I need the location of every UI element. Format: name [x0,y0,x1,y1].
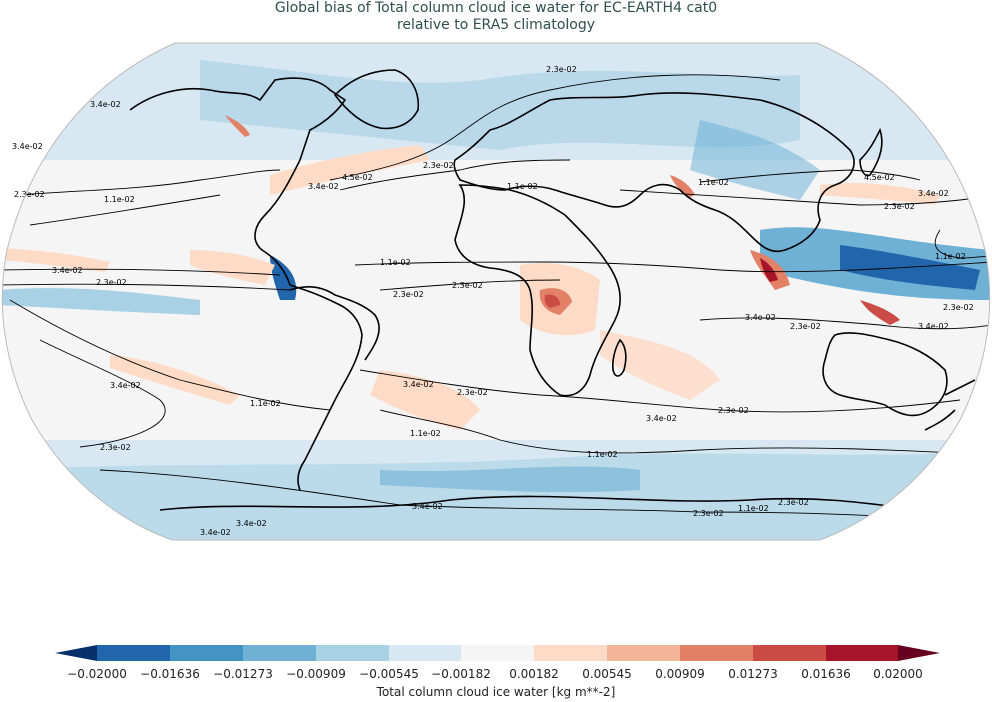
contour-label: 2.3e-02 [718,406,749,415]
contour-label: 2.3e-02 [546,65,577,74]
colorbar-tick: −0.02000 [67,667,127,681]
coastlines [129,69,976,511]
contour-label: 2.3e-02 [100,443,131,452]
map-panel: 3.4e-02 3.4e-02 2.3e-02 1.1e-02 3.4e-02 … [0,40,992,560]
contour-label: 3.4e-02 [403,380,434,389]
contour-label: 1.1e-02 [935,252,966,261]
title-line-2: relative to ERA5 climatology [396,17,596,33]
contour-label: 2.3e-02 [778,498,809,507]
colorbar-extend-max [898,645,940,661]
colorbar-tick: 0.00182 [509,667,559,681]
contour-label: 2.3e-02 [14,190,45,199]
colorbar-tick: −0.00909 [286,667,346,681]
colorbar-tick: 0.02000 [873,667,923,681]
colorbar-tick: 0.00545 [582,667,632,681]
contour-label: 3.4e-02 [90,100,121,109]
contour-label: 1.1e-02 [250,399,281,408]
contour-label: 3.4e-02 [12,142,43,151]
contour-label: 3.4e-02 [52,266,83,275]
colorbar-label: Total column cloud ice water [kg m**-2] [376,685,616,699]
contour-label: 1.1e-02 [698,178,729,187]
contour-label: 3.4e-02 [200,528,231,537]
colorbar-tick: 0.01636 [801,667,851,681]
contour-labels: 3.4e-02 3.4e-02 2.3e-02 1.1e-02 3.4e-02 … [12,65,974,537]
contour-label: 2.3e-02 [790,322,821,331]
contour-label: 1.1e-02 [380,258,411,267]
contour-label: 2.3e-02 [884,202,915,211]
contour-label: 1.1e-02 [507,182,538,191]
colorbar-tick: −0.00182 [431,667,491,681]
contour-label: 4.5e-02 [864,173,895,182]
contour-label: 1.1e-02 [104,195,135,204]
colorbar-tick: −0.00545 [359,667,419,681]
title-line-1: Global bias of Total column cloud ice wa… [274,0,718,16]
contour-label: 3.4e-02 [745,313,776,322]
robinson-map: 3.4e-02 3.4e-02 2.3e-02 1.1e-02 3.4e-02 … [1,42,991,541]
contour-label: 2.3e-02 [943,303,974,312]
colorbar-tick: −0.01636 [140,667,200,681]
contour-label: 2.3e-02 [423,161,454,170]
colorbar-tick: 0.01273 [728,667,778,681]
colorbar-tick: −0.01273 [213,667,273,681]
colorbar-extend-min [55,645,97,661]
contour-label: 3.4e-02 [236,519,267,528]
contour-label: 1.1e-02 [410,429,441,438]
contour-label: 4.5e-02 [342,173,373,182]
contour-label: 2.3e-02 [393,290,424,299]
contour-label: 2.3e-02 [457,388,488,397]
contour-label: 1.1e-02 [587,450,618,459]
contour-label: 3.4e-02 [308,182,339,191]
contour-label: 3.4e-02 [918,189,949,198]
contour-lines [2,74,990,521]
colorbar-tick: 0.00909 [655,667,705,681]
contour-label: 2.3e-02 [452,281,483,290]
map-boundary [1,42,991,541]
contour-label: 3.4e-02 [918,322,949,331]
contour-label: 3.4e-02 [110,381,141,390]
contour-label: 3.4e-02 [646,414,677,423]
contour-label: 2.3e-02 [693,509,724,518]
bias-field [2,43,990,540]
contour-label: 1.1e-02 [738,504,769,513]
contour-label: 3.4e-02 [412,502,443,511]
figure-title: Global bias of Total column cloud ice wa… [0,0,992,34]
contour-label: 2.3e-02 [96,278,127,287]
colorbar-bar [55,645,940,661]
